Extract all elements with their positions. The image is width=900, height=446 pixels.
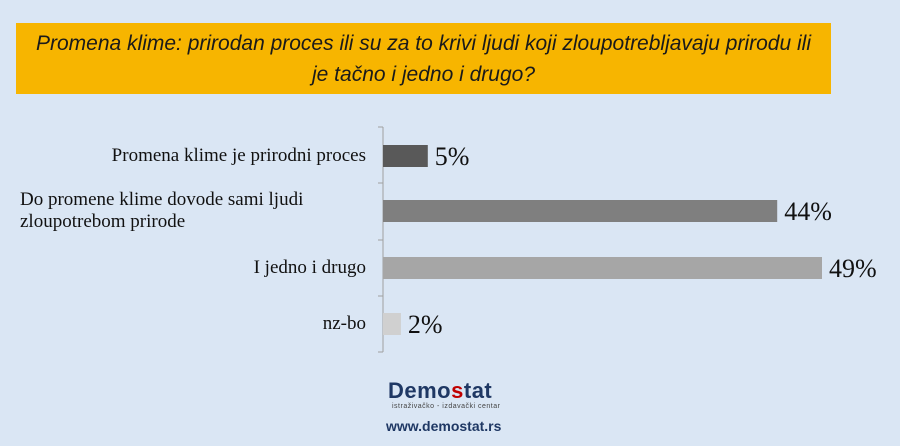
chart-title: Promena klime: prirodan proces ili su za… — [35, 31, 811, 86]
bar-2 — [383, 200, 778, 222]
logo-tagline: istraživačko - izdavački centar — [392, 403, 501, 410]
data-label-3: 49% — [829, 254, 877, 283]
bar-4 — [383, 313, 401, 335]
demostat-logo: Demostat — [388, 378, 492, 404]
category-label-2: Do promene klime dovode sami ljudi zloup… — [20, 189, 304, 232]
data-label-2: 44% — [784, 197, 832, 226]
footer-url: www.demostat.rs — [386, 418, 502, 434]
logo-accent: s — [451, 378, 464, 403]
data-label-1: 5% — [435, 142, 470, 171]
bar-3 — [383, 257, 822, 279]
category-label-4: nz-bo — [322, 313, 366, 334]
bar-1 — [383, 145, 428, 167]
category-label-3: I jedno i drugo — [253, 257, 366, 278]
category-label-1: Promena klime je prirodni proces — [111, 145, 366, 166]
chart-title-box: Promena klime: prirodan proces ili su za… — [16, 23, 831, 94]
logo-part1: Demo — [388, 378, 452, 403]
data-label-4: 2% — [408, 310, 443, 339]
logo-part2: tat — [463, 378, 493, 403]
